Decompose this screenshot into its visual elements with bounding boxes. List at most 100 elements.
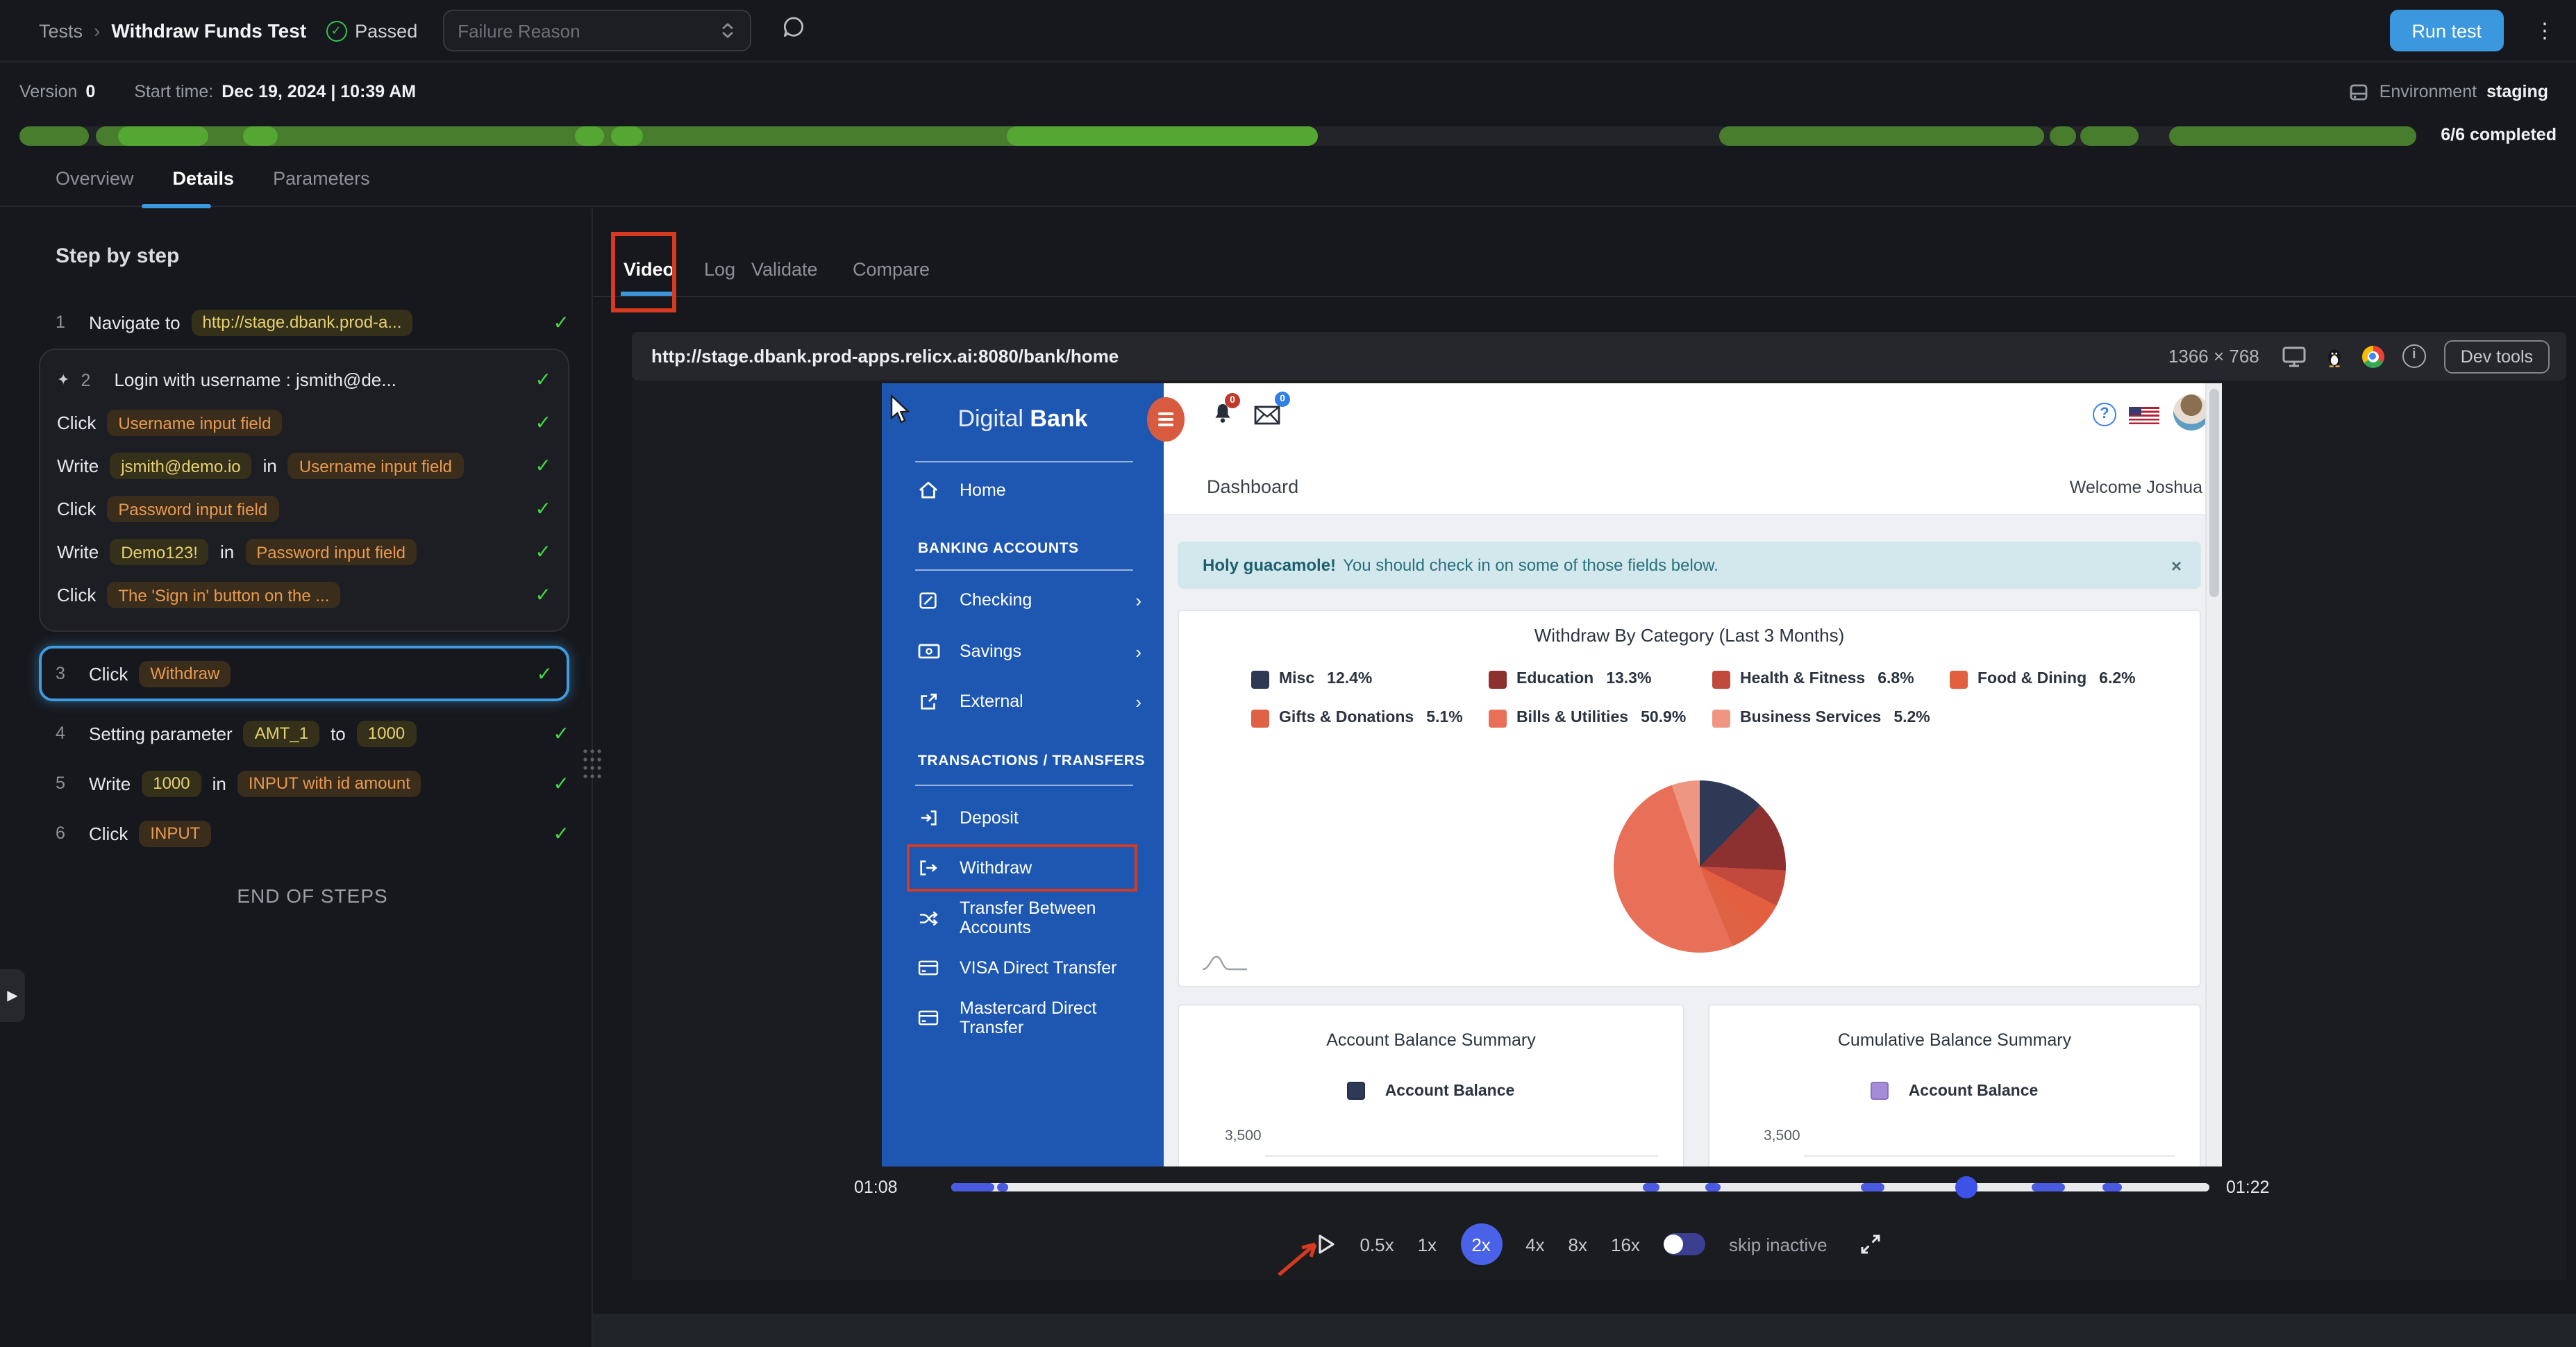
speed-16x[interactable]: 16x bbox=[1611, 1234, 1640, 1255]
account-balance-card: Account Balance Summary Account Balance … bbox=[1178, 1004, 1684, 1166]
step-action: Click bbox=[57, 585, 97, 605]
step-row-6[interactable]: 6 Click INPUT ✓ bbox=[56, 812, 569, 854]
y-axis-tick: 3,500 bbox=[1225, 1128, 1262, 1144]
legend-label: Food & Dining bbox=[1977, 671, 2087, 687]
bank-nav-withdraw: Withdraw bbox=[882, 850, 1164, 886]
legend-swatch bbox=[1347, 1082, 1366, 1100]
speed-2x-selected[interactable]: 2x bbox=[1460, 1223, 1503, 1265]
step-action: Setting parameter bbox=[89, 723, 233, 744]
bank-header bbox=[1164, 383, 2222, 460]
pie-chart-title: Withdraw By Category (Last 3 Months) bbox=[1534, 625, 1845, 646]
step-row-5[interactable]: 5 Write 1000 in INPUT with id amount ✓ bbox=[56, 762, 569, 804]
completed-count: 6/6 completed bbox=[2441, 125, 2557, 144]
info-icon[interactable]: i bbox=[2402, 344, 2426, 368]
video-pane: Video Log Validate Compare http://stage.… bbox=[593, 208, 2576, 1347]
step-action: in bbox=[262, 455, 277, 476]
failure-reason-select[interactable]: Failure Reason bbox=[442, 10, 751, 51]
legend-label: Gifts & Donations bbox=[1279, 710, 1414, 726]
y-axis-tick: 3,500 bbox=[1764, 1128, 1800, 1144]
skip-inactive-toggle[interactable] bbox=[1663, 1233, 1705, 1255]
bank-nav-savings: Savings › bbox=[882, 633, 1164, 669]
playback-controls: 0.5x 1x 2x 4x 8x 16x skip inactive bbox=[632, 1210, 2566, 1279]
expand-triangle-icon: ▶ bbox=[7, 988, 18, 1003]
run-test-button[interactable]: Run test bbox=[2389, 10, 2504, 51]
replay-url-bar: http://stage.dbank.prod-apps.relicx.ai:8… bbox=[632, 332, 2566, 380]
timeline-segment bbox=[1861, 1183, 1885, 1191]
bank-nav-deposit: Deposit bbox=[882, 800, 1164, 836]
value-chip: Demo123! bbox=[110, 539, 209, 565]
step-row-2[interactable]: ✦ 2 Login with username : jsmith@de... ✓ bbox=[57, 358, 551, 401]
step-row-1[interactable]: 1 Navigate to http://stage.dbank.prod-a.… bbox=[56, 301, 569, 343]
tab-log[interactable]: Log bbox=[704, 259, 736, 280]
step-check-icon: ✓ bbox=[536, 662, 553, 684]
step-action: Click bbox=[89, 663, 128, 684]
substep-row[interactable]: Click Username input field ✓ bbox=[57, 401, 551, 444]
panel-resize-handle[interactable] bbox=[582, 747, 603, 780]
tab-compare[interactable]: Compare bbox=[853, 259, 930, 280]
tab-overview[interactable]: Overview bbox=[56, 168, 134, 189]
ai-sparkle-icon: ✦ bbox=[57, 372, 70, 389]
dev-tools-button[interactable]: Dev tools bbox=[2443, 340, 2550, 373]
mail-icon bbox=[1254, 405, 1280, 425]
step-number: 2 bbox=[81, 370, 91, 390]
legend-label: Education bbox=[1516, 671, 1594, 687]
element-chip: Username input field bbox=[287, 453, 464, 479]
element-chip: Password input field bbox=[245, 539, 417, 565]
environment-icon bbox=[2350, 83, 2368, 100]
legend-label: Bills & Utilities bbox=[1516, 710, 1629, 726]
value-chip: jsmith@demo.io bbox=[110, 453, 252, 479]
bank-nav-label: Withdraw bbox=[960, 858, 1032, 878]
substep-row[interactable]: Click Password input field ✓ bbox=[57, 487, 551, 530]
timeline-track[interactable] bbox=[951, 1176, 2209, 1198]
tab-video[interactable]: Video bbox=[624, 259, 675, 280]
legend-swatch bbox=[1251, 709, 1269, 727]
video-timeline: 01:08 01:22 bbox=[632, 1166, 2566, 1210]
step-number: 1 bbox=[56, 312, 65, 332]
environment-value: staging bbox=[2486, 82, 2548, 101]
speed-4x[interactable]: 4x bbox=[1525, 1234, 1545, 1255]
substep-row[interactable]: Write jsmith@demo.io in Username input f… bbox=[57, 444, 551, 487]
more-menu-icon[interactable]: ⋮ bbox=[2534, 19, 2555, 43]
step-row-3-selected[interactable]: 3 Click Withdraw ✓ bbox=[56, 653, 553, 694]
alert-bold: Holy guacamole! bbox=[1203, 555, 1337, 575]
bell-badge: 0 bbox=[1225, 393, 1240, 408]
version-value: 0 bbox=[85, 82, 96, 101]
substep-row[interactable]: Click The 'Sign in' button on the ... ✓ bbox=[57, 574, 551, 617]
step-check-icon: ✓ bbox=[553, 721, 569, 744]
speed-1x[interactable]: 1x bbox=[1417, 1234, 1437, 1255]
legend-swatch bbox=[1712, 709, 1730, 727]
comment-icon[interactable] bbox=[781, 15, 805, 46]
help-icon: ? bbox=[2093, 403, 2116, 426]
bank-nav-label: External bbox=[960, 692, 1023, 711]
timeline-scrubber[interactable] bbox=[1955, 1176, 1978, 1198]
step-action: Navigate to bbox=[89, 312, 181, 333]
speed-0.5x[interactable]: 0.5x bbox=[1360, 1234, 1394, 1255]
end-of-steps-label: END OF STEPS bbox=[237, 885, 388, 907]
legend-label: Account Balance bbox=[1908, 1082, 2039, 1099]
fullscreen-icon[interactable] bbox=[1859, 1233, 1882, 1255]
panel-expand-tab[interactable]: ▶ bbox=[0, 969, 25, 1022]
tab-parameters[interactable]: Parameters bbox=[273, 168, 370, 189]
progress-segment bbox=[1718, 126, 2045, 146]
savings-icon bbox=[918, 643, 940, 660]
substep-row[interactable]: Write Demo123! in Password input field ✓ bbox=[57, 530, 551, 574]
environment: Environment staging bbox=[2349, 81, 2548, 102]
us-flag-icon bbox=[2129, 407, 2159, 425]
run-progress-track bbox=[19, 126, 2416, 146]
legend-swatch bbox=[1489, 670, 1507, 688]
speed-8x[interactable]: 8x bbox=[1568, 1234, 1587, 1255]
current-time: 01:08 bbox=[854, 1178, 898, 1197]
bank-nav-label: Checking bbox=[960, 590, 1032, 610]
breadcrumb-tests[interactable]: Tests bbox=[39, 20, 83, 41]
tab-validate[interactable]: Validate bbox=[751, 259, 818, 280]
legend-value: 13.3% bbox=[1606, 671, 1652, 687]
status-label: Passed bbox=[355, 20, 418, 41]
play-icon[interactable] bbox=[1316, 1233, 1336, 1255]
step-check-icon: ✓ bbox=[535, 368, 551, 390]
step-row-4[interactable]: 4 Setting parameter AMT_1 to 1000 ✓ bbox=[56, 712, 569, 754]
card-icon bbox=[918, 1010, 940, 1026]
bank-nav-checking: Checking › bbox=[882, 582, 1164, 618]
avatar bbox=[2173, 394, 2209, 430]
element-chip: Username input field bbox=[107, 410, 283, 436]
tab-details[interactable]: Details bbox=[172, 168, 235, 189]
